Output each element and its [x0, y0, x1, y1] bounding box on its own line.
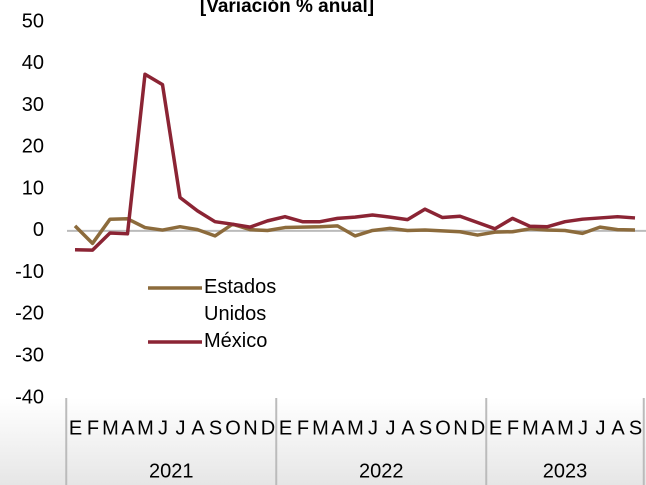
x-tick-label: N — [453, 417, 466, 439]
x-tick-label: N — [243, 417, 256, 439]
x-tick-label: M — [557, 417, 573, 439]
y-tick-label: 0 — [33, 219, 44, 241]
x-tick-label: J — [596, 417, 605, 439]
x-tick-label: J — [578, 417, 587, 439]
x-tick-label: J — [368, 417, 377, 439]
x-tick-label: S — [209, 417, 222, 439]
y-tick-label: -30 — [15, 345, 44, 367]
x-tick-label: O — [435, 417, 450, 439]
x-tick-label: D — [471, 417, 485, 439]
group-label: 2022 — [359, 460, 404, 482]
x-tick-label: M — [137, 417, 153, 439]
x-tick-label: M — [102, 417, 118, 439]
x-tick-label: D — [261, 417, 275, 439]
group-label: 2021 — [149, 460, 194, 482]
x-tick-label: E — [279, 417, 292, 439]
x-tick-label: E — [69, 417, 82, 439]
x-tick-label: E — [489, 417, 502, 439]
x-tick-label: M — [312, 417, 328, 439]
x-tick-label: A — [331, 417, 345, 439]
y-tick-label: -10 — [15, 261, 44, 283]
x-tick-label: A — [401, 417, 415, 439]
y-tick-label: 50 — [22, 10, 44, 32]
y-tick-label: 10 — [22, 177, 44, 199]
y-tick-label: -20 — [15, 303, 44, 325]
axis-background — [0, 398, 646, 485]
legend-label: México — [204, 330, 268, 352]
y-tick-label: 40 — [22, 52, 44, 74]
x-tick-label: A — [541, 417, 555, 439]
x-tick-label: M — [347, 417, 363, 439]
series-line — [74, 72, 636, 252]
y-tick-label: -40 — [15, 386, 44, 408]
x-tick-label: M — [522, 417, 538, 439]
x-tick-label: A — [611, 417, 625, 439]
legend-label: Estados Unidos — [204, 276, 277, 325]
x-tick-label: O — [225, 417, 240, 439]
y-tick-label: 20 — [22, 136, 44, 158]
x-tick-label: A — [121, 417, 135, 439]
x-tick-label: J — [176, 417, 185, 439]
x-tick-label: F — [297, 417, 309, 439]
x-tick-label: S — [629, 417, 642, 439]
x-tick-label: F — [507, 417, 519, 439]
y-tick-label: 30 — [22, 94, 44, 116]
group-label: 2023 — [543, 460, 588, 482]
x-tick-label: A — [191, 417, 205, 439]
x-tick-label: J — [158, 417, 167, 439]
x-tick-label: J — [386, 417, 395, 439]
x-tick-label: F — [87, 417, 99, 439]
chart-title: [Variación % anual] — [200, 0, 374, 17]
x-tick-label: S — [419, 417, 432, 439]
series-line — [73, 217, 636, 246]
